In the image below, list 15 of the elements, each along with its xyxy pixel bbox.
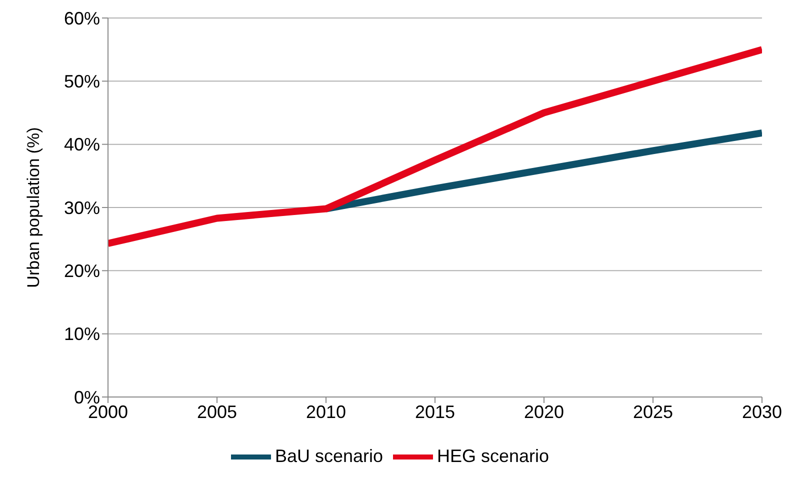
x-tick-label: 2015 — [414, 402, 456, 422]
y-tick-label: 40% — [64, 134, 100, 155]
x-tick-label: 2010 — [306, 402, 346, 422]
x-tick-label: 2020 — [524, 402, 564, 422]
x-tick-label: 2030 — [742, 402, 782, 422]
x-tick-label: 2025 — [632, 402, 674, 422]
legend-label: HEG scenario — [437, 446, 550, 466]
y-tick-label: 50% — [64, 72, 100, 92]
legend-label: BaU scenario — [274, 446, 383, 466]
y-tick-label: 60% — [64, 8, 100, 28]
y-axis-title: Urban population (%) — [24, 127, 44, 288]
y-tick-label: 30% — [64, 198, 100, 218]
y-tick-label: 10% — [64, 324, 100, 344]
x-tick-label: 2005 — [196, 402, 238, 422]
y-tick-label: 20% — [64, 261, 100, 282]
